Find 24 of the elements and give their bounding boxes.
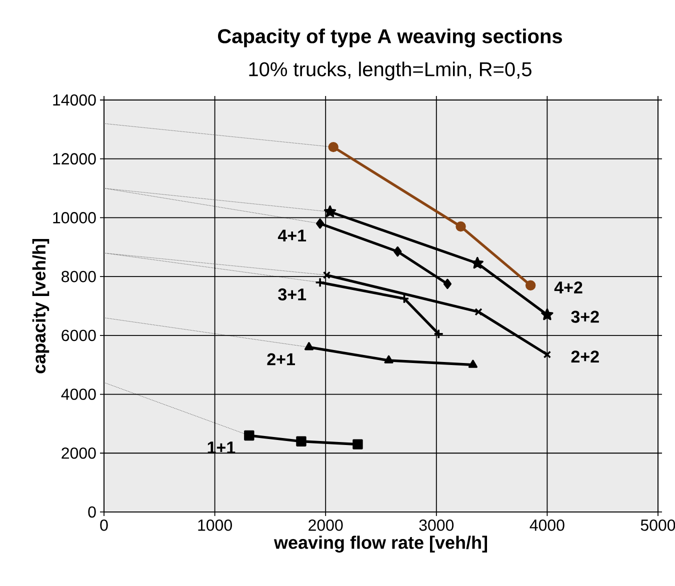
y-axis-title: capacity [veh/h] bbox=[32, 238, 50, 374]
x-tick-label: 5000 bbox=[640, 520, 675, 531]
series-label: 3+2 bbox=[571, 310, 599, 323]
series-label: 4+2 bbox=[554, 281, 582, 294]
x-tick-label: 1000 bbox=[198, 520, 232, 531]
series-label: 2+2 bbox=[571, 350, 599, 362]
y-tick-label: 0 bbox=[88, 506, 96, 518]
x-tick-label: 2000 bbox=[308, 520, 343, 531]
chart-title: Capacity of type A weaving sections bbox=[218, 28, 562, 48]
series-label: 4+1 bbox=[278, 230, 306, 242]
x-axis-title: weaving flow rate [veh/h] bbox=[274, 536, 488, 553]
y-tick-label: 14000 bbox=[53, 94, 96, 106]
y-tick-label: 8000 bbox=[62, 270, 96, 282]
x-tick-label: 0 bbox=[100, 520, 108, 531]
chart-subtitle: 10% trucks, length=Lmin, R=0,5 bbox=[249, 62, 532, 80]
series-label: 3+1 bbox=[278, 288, 306, 300]
y-tick-label: 4000 bbox=[61, 388, 96, 400]
y-tick-label: 6000 bbox=[62, 330, 96, 342]
y-tick-label: 12000 bbox=[53, 153, 96, 165]
x-tick-label: 3000 bbox=[419, 520, 454, 531]
y-tick-label: 2000 bbox=[62, 447, 96, 459]
series-label: 2+1 bbox=[267, 353, 295, 366]
x-tick-label: 4000 bbox=[530, 520, 564, 531]
y-tick-label: 10000 bbox=[53, 212, 96, 224]
